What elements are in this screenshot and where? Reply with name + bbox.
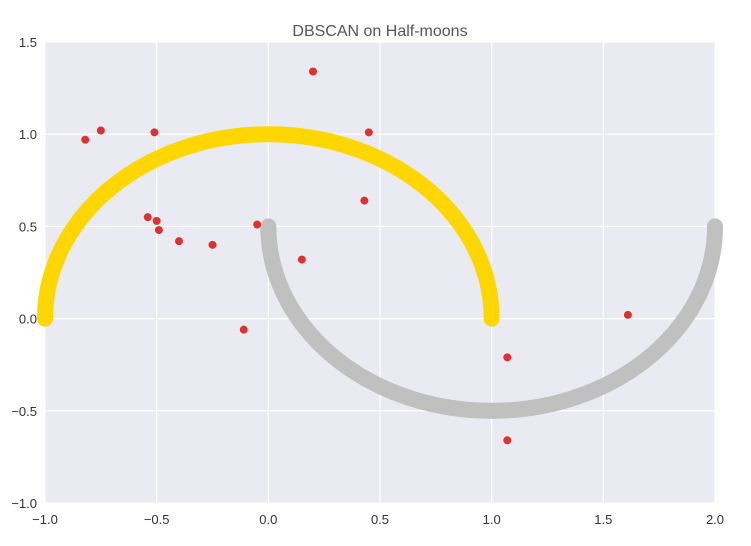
x-tick-label: −1.0 (32, 512, 58, 527)
x-tick-label: 1.0 (483, 512, 501, 527)
y-tick-label: 1.5 (19, 35, 37, 50)
noise-point (309, 67, 317, 76)
noise-point (297, 255, 306, 264)
noise-point (96, 126, 105, 135)
noise-point (623, 310, 632, 319)
data-series (37, 67, 723, 445)
y-tick-label: 0.5 (19, 219, 37, 234)
x-axis-ticks: −1.0 −0.5 0.0 0.5 1.0 1.5 2.0 (32, 512, 724, 527)
y-tick-label: −1.0 (11, 496, 37, 511)
y-tick-label: −0.5 (11, 404, 37, 419)
noise-point (208, 240, 217, 249)
noise-point (152, 216, 161, 225)
noise-point (175, 237, 183, 246)
x-tick-label: 2.0 (706, 512, 724, 527)
noise-point (360, 196, 369, 205)
y-tick-label: 0.0 (19, 312, 37, 327)
yellow-cluster (37, 126, 500, 327)
noise-point (253, 220, 262, 229)
noise-point (81, 135, 90, 144)
x-tick-label: −0.5 (144, 512, 170, 527)
noise-point (503, 436, 512, 445)
cluster-point (707, 218, 723, 235)
noise-point (503, 353, 512, 362)
noise-point (364, 128, 373, 137)
noise-point (143, 213, 152, 222)
x-tick-label: 1.5 (594, 512, 612, 527)
x-tick-label: 0.0 (259, 512, 277, 527)
cluster-point (37, 310, 53, 327)
chart-title: DBSCAN on Half-moons (292, 23, 467, 40)
noise-point (239, 325, 248, 334)
noise-point (154, 226, 163, 235)
y-tick-label: 1.0 (19, 127, 37, 142)
y-axis-ticks: −1.0 −0.5 0.0 0.5 1.0 1.5 (11, 35, 37, 511)
noise-points (81, 67, 632, 445)
noise-point (150, 128, 159, 137)
gray-cluster (260, 218, 723, 419)
x-tick-label: 0.5 (371, 512, 389, 527)
